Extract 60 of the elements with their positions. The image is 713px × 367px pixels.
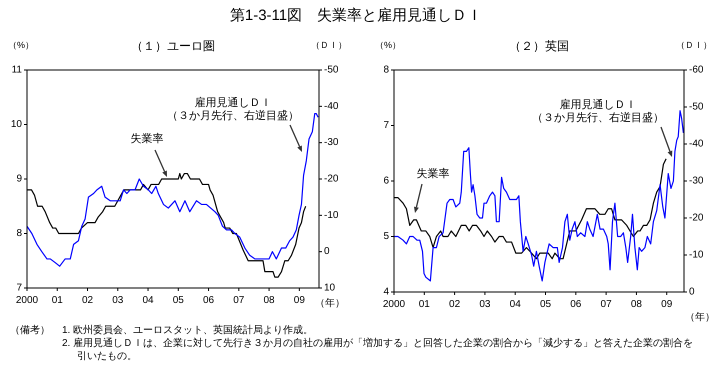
y2-axis-title: （ＤＩ） (676, 40, 712, 50)
x-tick-label: 07 (233, 295, 245, 306)
x-tick-label: 2000 (382, 299, 406, 310)
y-axis-title: （%） (8, 40, 34, 50)
y2-axis-title: （ＤＩ） (311, 40, 347, 50)
y2-tick-label: -20 (324, 174, 339, 184)
x-tick-label: 06 (570, 299, 582, 310)
x-tick-label: 05 (540, 299, 552, 310)
x-tick-label: 04 (142, 295, 154, 306)
y2-tick-label: 0 (689, 286, 695, 298)
y-axis-title: （%） (374, 40, 402, 50)
y-tick-label: 10 (10, 119, 22, 130)
annotation: 失業率 (130, 132, 164, 145)
y2-tick-label: -40 (689, 138, 704, 150)
y2-tick-label: -10 (689, 250, 704, 260)
y-tick-label: 8 (383, 64, 390, 76)
y-tick-label: 4 (383, 286, 390, 298)
x-tick-label: 08 (264, 295, 276, 306)
chart-title: （２）英国 (509, 39, 569, 53)
x-tick-label: 06 (202, 295, 215, 306)
y2-tick-label: 10 (324, 282, 336, 294)
chart-title: （１）ユーロ圏 (131, 39, 215, 53)
x-tick-label: 08 (630, 299, 642, 310)
text: 第1-3-11図 失業率と雇用見通しＤＩ (230, 7, 482, 24)
x-tick-label: 03 (112, 295, 124, 306)
text: 1. 欧州委員会、ユーロスタット、英国統計局より作成。 (62, 324, 314, 336)
y2-tick-label: -30 (324, 137, 339, 148)
x-tick-label: 09 (294, 295, 306, 306)
x-tick-label: 2000 (16, 295, 39, 306)
y-tick-label: 6 (383, 176, 390, 186)
y2-tick-label: -20 (689, 212, 704, 224)
x-axis-title: （年） (685, 311, 713, 323)
y2-tick-label: 0 (324, 246, 330, 258)
y-tick-label: 5 (383, 231, 390, 242)
x-tick-label: 04 (510, 299, 522, 310)
y2-tick-label: -50 (324, 64, 339, 76)
x-tick-label: 01 (52, 295, 64, 306)
y2-tick-label: -50 (689, 102, 704, 112)
y2-tick-label: -40 (324, 100, 339, 112)
y-tick-label: 8 (16, 228, 22, 239)
x-axis-title: （年） (315, 297, 345, 309)
x-tick-label: 05 (172, 295, 184, 306)
text: 2. 雇用見通しＤＩは、企業に対して先行き３か月の自社の雇用が「増加する」と回答した企業の割合から「減少する」と答えた企業の割合を引いたもの。 (62, 337, 694, 362)
annotation: 雇用見通しＤＩ（３か月先行、右逆目盛） (167, 96, 299, 122)
y2-tick-label: -30 (689, 176, 704, 186)
y-tick-label: 7 (16, 282, 22, 294)
x-tick-label: 03 (479, 299, 491, 310)
x-tick-label: 02 (82, 295, 94, 306)
x-tick-label: 07 (600, 299, 612, 310)
annotation: 雇用見通しＤＩ（３か月先行、右逆目盛） (532, 98, 664, 124)
x-tick-label: 01 (418, 299, 430, 310)
x-tick-label: 02 (449, 299, 461, 310)
text: （備考） (10, 324, 50, 336)
y2-tick-label: -60 (689, 64, 704, 76)
y-tick-label: 9 (16, 174, 22, 184)
y-tick-label: 7 (383, 120, 390, 131)
y-tick-label: 11 (12, 64, 22, 76)
x-tick-label: 09 (661, 299, 673, 310)
y2-tick-label: -10 (324, 210, 339, 221)
annotation: 失業率 (416, 167, 450, 180)
